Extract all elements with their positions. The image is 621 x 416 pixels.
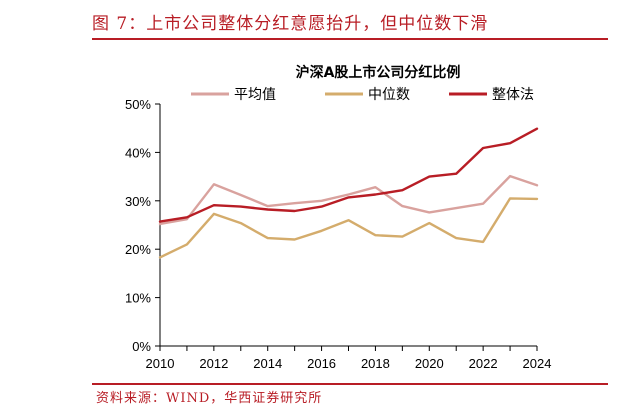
legend: 平均值 中位数 整体法: [191, 87, 534, 103]
legend-label: 平均值: [234, 87, 276, 103]
x-tick-label: 2018: [361, 356, 390, 371]
x-tick-label: 2020: [415, 356, 444, 371]
y-tick-label: 20%: [125, 242, 151, 257]
series-line-2: [158, 197, 539, 259]
series-line-1: [158, 174, 539, 226]
legend-label: 整体法: [492, 87, 534, 103]
y-tick-label: 30%: [125, 194, 151, 209]
axes: 0% 10% 20% 30% 40% 50% 2010 2012 2014 2016 2018 202…: [125, 97, 551, 371]
x-tick-label: 2016: [307, 356, 336, 371]
legend-label: 中位数: [368, 87, 410, 103]
figure-title: 图 7：上市公司整体分红意愿抬升，但中位数下滑: [92, 14, 489, 34]
series-lines: [158, 127, 539, 259]
y-tick-label: 50%: [125, 97, 151, 112]
x-tick-label: 2022: [469, 356, 498, 371]
series-line-3: [158, 127, 539, 223]
x-tick-label: 2014: [253, 356, 282, 371]
x-tick-label: 2010: [146, 356, 175, 371]
chart-title: 沪深A股上市公司分红比例: [296, 64, 461, 81]
x-tick-label: 2012: [199, 356, 228, 371]
source-note: 资料来源：WIND，华西证券研究所: [96, 391, 323, 406]
y-tick-label: 0%: [132, 339, 151, 354]
source-rule: [92, 383, 608, 385]
y-tick-label: 10%: [125, 291, 151, 306]
title-rule: [92, 38, 608, 40]
x-tick-label: 2024: [523, 356, 552, 371]
y-tick-label: 40%: [125, 145, 151, 160]
